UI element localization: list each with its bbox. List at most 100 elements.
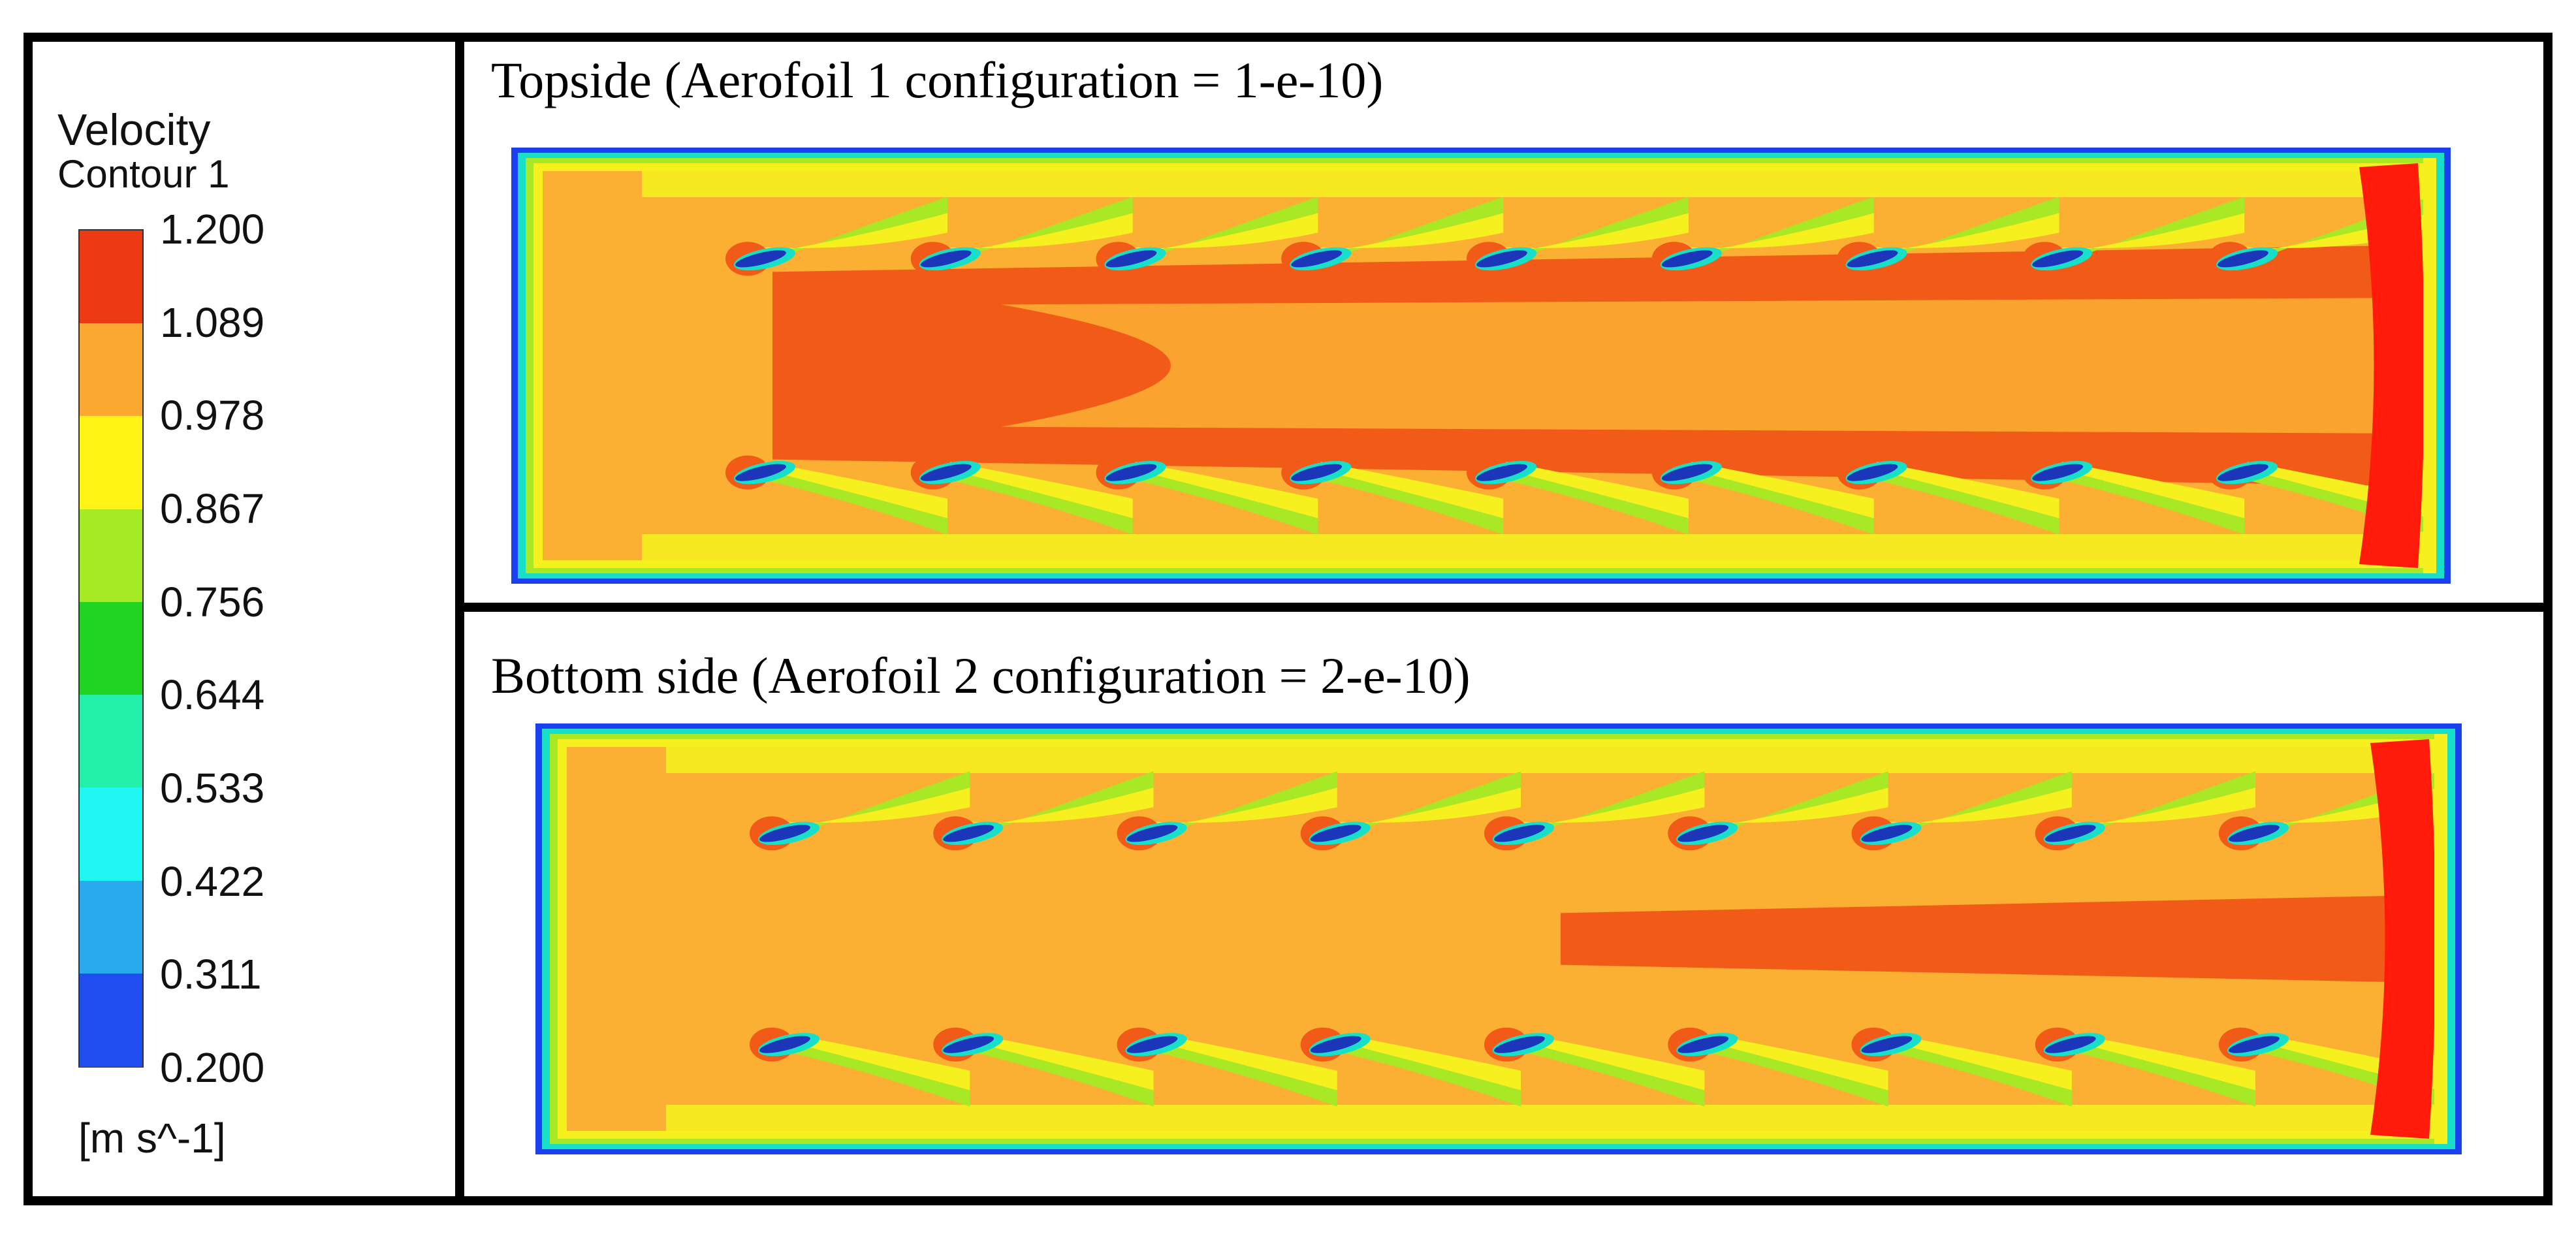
- aerofoil-wake: [784, 771, 970, 840]
- aerofoil: [2044, 1036, 2096, 1053]
- colorbar-tick-label: 1.089: [160, 298, 265, 346]
- aerofoil-wake: [1885, 1032, 2072, 1090]
- aerofoil-wake: [2069, 771, 2256, 840]
- colorbar-tick-label: 1.200: [160, 206, 265, 253]
- aerofoil-wake: [1518, 1040, 1705, 1107]
- aerofoil-wake: [944, 468, 1133, 535]
- aerofoil-wake: [2056, 197, 2245, 266]
- aerofoil-wake: [2056, 460, 2245, 518]
- colorbar-tick-label: 0.867: [160, 485, 265, 532]
- aerofoil: [2218, 464, 2268, 481]
- aerofoil: [1291, 464, 1343, 481]
- aerofoil: [1126, 825, 1178, 842]
- colorbar-band: [80, 787, 142, 881]
- aerofoil-wake: [944, 460, 1133, 518]
- aerofoil-wake: [1315, 468, 1504, 535]
- aerofoil: [1861, 825, 1913, 842]
- colorbar-band: [80, 973, 142, 1067]
- aerofoil-wake: [1151, 771, 1337, 840]
- aerofoil-wake: [2069, 1032, 2256, 1090]
- aerofoil: [943, 825, 994, 842]
- aerofoil-wake: [1685, 197, 1874, 266]
- outlet-high-velocity-region: [2359, 163, 2425, 568]
- aerofoil-wake: [1130, 468, 1318, 535]
- high-velocity-core: [1561, 896, 2390, 982]
- colorbar-band: [80, 695, 142, 788]
- aerofoil: [943, 1036, 994, 1053]
- colorbar-band: [80, 509, 142, 603]
- aerofoil-wake: [1702, 1032, 1888, 1090]
- aerofoil: [920, 250, 972, 268]
- legend-unit-label: [m s^-1]: [78, 1115, 226, 1162]
- aerofoil: [2032, 250, 2084, 268]
- aerofoil-wake: [1885, 771, 2072, 840]
- aerofoil-wake: [1685, 468, 1874, 535]
- colorbar-tick-label: 0.422: [160, 857, 265, 905]
- outlet-boundary: [2434, 734, 2449, 1144]
- aerofoil-wake: [1518, 1032, 1705, 1090]
- aerofoil-wake: [1130, 197, 1318, 266]
- colorbar-tick-label: 0.644: [160, 671, 265, 719]
- aerofoil-wake: [2056, 468, 2245, 535]
- aerofoil-wake: [1885, 1040, 2072, 1107]
- aerofoil: [735, 464, 786, 481]
- aerofoil: [1861, 1036, 1913, 1053]
- aerofoil-wake: [1334, 1032, 1521, 1090]
- aerofoil-wake: [1871, 468, 2059, 535]
- aerofoil: [2032, 464, 2084, 481]
- aerofoil-wake: [1702, 1040, 1888, 1107]
- aerofoil: [2044, 825, 2096, 842]
- aerofoil-wake: [759, 468, 947, 535]
- edge-strip: [642, 171, 2366, 197]
- aerofoil-wake: [967, 1040, 1154, 1107]
- legend-subtitle: Contour 1: [57, 152, 230, 196]
- aerofoil-wake: [967, 771, 1154, 840]
- aerofoil-wake: [1871, 197, 2059, 266]
- aerofoil-wake: [1871, 460, 2059, 518]
- aerofoil: [920, 464, 972, 481]
- colorbar-band: [80, 416, 142, 510]
- edge-strip: [666, 747, 2377, 773]
- outlet-high-velocity-region: [2370, 739, 2436, 1139]
- aerofoil: [759, 825, 810, 842]
- aerofoil: [1661, 464, 1713, 481]
- aerofoil: [1661, 250, 1713, 268]
- aerofoil-wake: [1685, 460, 1874, 518]
- aerofoil-wake: [784, 1040, 970, 1107]
- topside-velocity-contour: [511, 148, 2451, 584]
- colorbar-tick-label: 0.533: [160, 765, 265, 812]
- aerofoil-wake: [2069, 1040, 2256, 1107]
- aerofoil: [1494, 825, 1545, 842]
- aerofoil: [2229, 1036, 2280, 1053]
- aerofoil: [1105, 250, 1157, 268]
- aerofoil-wake: [1334, 771, 1521, 840]
- colorbar-band: [80, 601, 142, 695]
- aerofoil: [1678, 1036, 1729, 1053]
- mixing-region: [1001, 298, 2379, 434]
- aerofoil-wake: [967, 1032, 1154, 1090]
- colorbar-band: [80, 880, 142, 974]
- bottom-side-velocity-contour: [535, 723, 2462, 1154]
- aerofoil: [735, 250, 786, 268]
- outlet-boundary: [2423, 158, 2438, 573]
- aerofoil: [1847, 464, 1898, 481]
- aerofoil: [1678, 825, 1729, 842]
- aerofoil: [1476, 464, 1527, 481]
- colorbar-tick-label: 0.200: [160, 1044, 265, 1091]
- edge-strip: [642, 534, 2366, 560]
- colorbar-tick-label: 0.311: [160, 951, 262, 998]
- aerofoil-wake: [759, 460, 947, 518]
- edge-strip: [666, 1105, 2377, 1131]
- aerofoil-wake: [1315, 460, 1504, 518]
- topside-title: Topside (Aerofoil 1 configuration = 1-e-…: [491, 52, 1384, 108]
- aerofoil-wake: [1518, 771, 1705, 840]
- aerofoil: [1476, 250, 1527, 268]
- colorbar-band: [80, 230, 142, 324]
- legend-title: Velocity: [57, 105, 211, 155]
- aerofoil-wake: [1501, 197, 1689, 266]
- aerofoil: [2229, 825, 2280, 842]
- aerofoil: [1847, 250, 1898, 268]
- aerofoil-wake: [1151, 1032, 1337, 1090]
- aerofoil: [1105, 464, 1157, 481]
- velocity-colorbar: [78, 229, 144, 1068]
